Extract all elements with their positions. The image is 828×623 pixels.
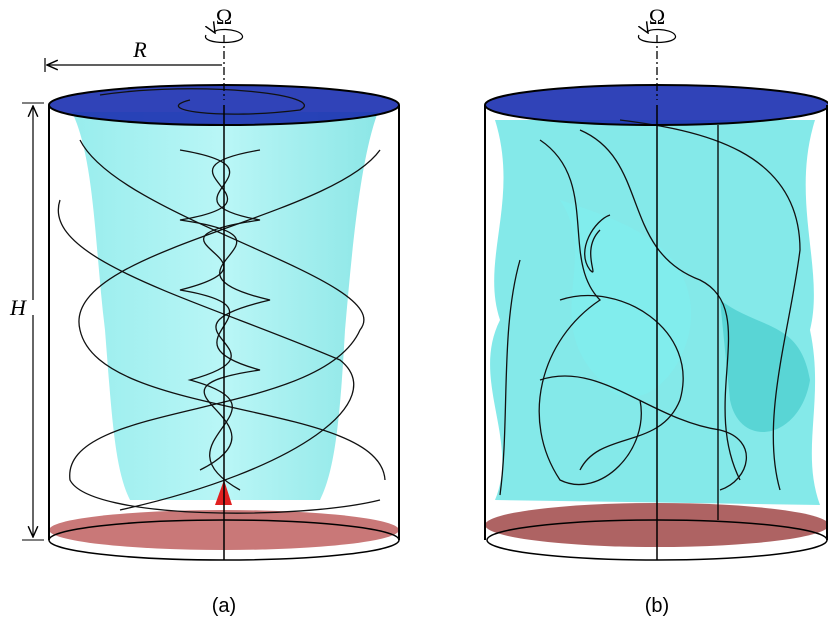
radius-label: R	[132, 37, 147, 62]
figure: Ω R H (a) Ω (b)	[0, 0, 828, 623]
panel-b: Ω (b)	[485, 4, 828, 617]
page: Ω R H (a) Ω (b) (() => { const data = JS…	[0, 0, 828, 623]
panel-label: (a)	[212, 595, 236, 617]
height-label: H	[9, 295, 27, 320]
panel-label: (b)	[645, 595, 669, 617]
rotation-symbol: Ω	[649, 4, 665, 29]
rotation-symbol: Ω	[216, 4, 232, 29]
isosurface	[72, 112, 378, 500]
panel-a: Ω R H (a)	[9, 4, 399, 617]
